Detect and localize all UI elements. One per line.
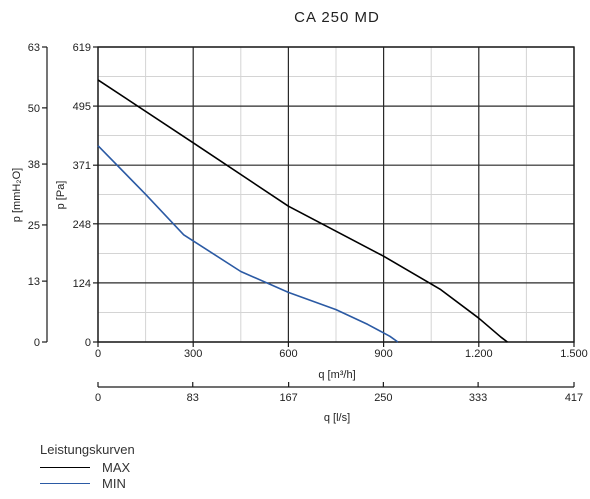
series-group — [97, 79, 508, 343]
legend-label-max: MAX — [102, 459, 131, 475]
x2-axis-label: q [l/s] — [324, 412, 350, 424]
y2-tick-label: 50 — [28, 103, 40, 115]
y2-tick-label: 0 — [34, 337, 40, 349]
legend-title: Leistungskurven — [40, 442, 135, 457]
series-line-max — [97, 79, 508, 343]
y-tick-label: 619 — [73, 42, 91, 54]
y-tick-label: 371 — [73, 160, 91, 172]
y2-tick-label: 25 — [28, 220, 40, 232]
x2-tick-label: 167 — [279, 392, 297, 404]
x2-tick-label: 250 — [374, 392, 392, 404]
y2-tick-label: 63 — [28, 42, 40, 54]
y2-tick-label: 38 — [28, 159, 40, 171]
x2-tick-label: 83 — [187, 392, 199, 404]
x-tick-label: 900 — [374, 348, 392, 360]
y-tick-label: 495 — [73, 101, 91, 113]
y2-axis-label: p [mmH₂O] — [11, 168, 23, 222]
legend: Leistungskurven MAX MIN — [40, 442, 135, 491]
series-line-min — [97, 145, 399, 343]
x-tick-label: 1.200 — [465, 348, 493, 360]
chart-title: CA 250 MD — [294, 9, 380, 26]
grid — [97, 46, 575, 343]
y-tick-label: 248 — [73, 219, 91, 231]
y-axis-label: p [Pa] — [55, 181, 67, 210]
y-tick-label: 124 — [73, 278, 91, 290]
legend-item-min: MIN — [40, 475, 135, 491]
y-tick-label: 0 — [85, 337, 91, 349]
legend-item-max: MAX — [40, 459, 135, 475]
legend-swatch-min — [40, 482, 90, 484]
x-tick-label: 1.500 — [560, 348, 588, 360]
y2-tick-label: 13 — [28, 276, 40, 288]
x-tick-label: 0 — [95, 348, 101, 360]
x2-tick-label: 417 — [565, 392, 583, 404]
x-tick-label: 300 — [184, 348, 202, 360]
x-axis-label: q [m³/h] — [318, 369, 355, 381]
legend-swatch-max — [40, 466, 90, 468]
performance-chart: CA 250 MD 0 300 600 900 1.200 1.500 0 124 248 371… — [11, 9, 588, 424]
x-tick-label: 600 — [279, 348, 297, 360]
plot-frame — [97, 46, 575, 343]
legend-label-min: MIN — [102, 475, 126, 491]
axes: 0 300 600 900 1.200 1.500 0 124 248 371 495 619 0 83 1… — [28, 42, 588, 404]
x2-tick-label: 0 — [95, 392, 101, 404]
x2-tick-label: 333 — [469, 392, 487, 404]
